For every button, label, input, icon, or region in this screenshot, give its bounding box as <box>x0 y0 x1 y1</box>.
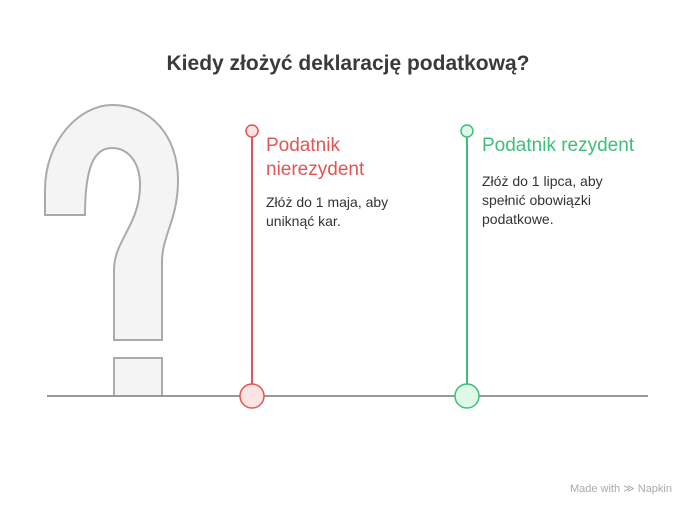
description-line: Złóż do 1 maja, aby <box>266 194 389 210</box>
description-line: uniknąć kar. <box>266 213 341 229</box>
made-with-label: Made with <box>569 483 621 495</box>
marker-node-resident[interactable] <box>454 383 480 409</box>
diagram-title: Kiedy złożyć deklarację podatkową? <box>166 52 530 75</box>
heading-line: nierezydent <box>266 159 365 180</box>
description-line: podatkowe. <box>482 211 554 227</box>
napkin-logo-icon: ≫ <box>623 483 635 495</box>
made-with-napkin[interactable]: Made with ≫ Napkin <box>570 482 672 495</box>
description-line: Złóż do 1 lipca, aby <box>482 173 603 189</box>
brand-label: Napkin <box>637 483 672 495</box>
description-nonresident: Złóż do 1 maja, aby uniknąć kar. <box>266 193 388 231</box>
description-resident: Złóż do 1 lipca, aby spełnić obowiązki p… <box>482 172 603 229</box>
heading-resident: Podatnik rezydent <box>482 135 635 156</box>
question-mark-dot <box>113 357 163 397</box>
marker-node-nonresident[interactable] <box>239 383 265 409</box>
question-mark-icon <box>44 103 180 341</box>
heading-nonresident: Podatnik nierezydent <box>266 134 364 182</box>
marker-top-nonresident <box>245 124 259 138</box>
marker-top-resident <box>460 124 474 138</box>
heading-line: Podatnik <box>266 135 340 156</box>
description-line: spełnić obowiązki <box>482 192 591 208</box>
